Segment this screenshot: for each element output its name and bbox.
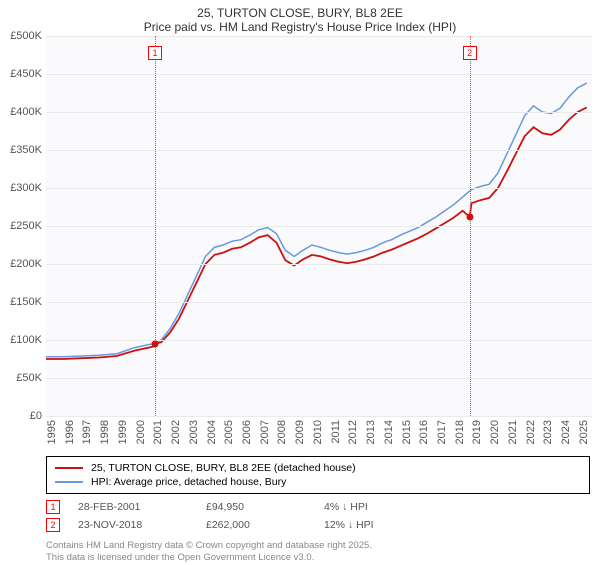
title-line-1: 25, TURTON CLOSE, BURY, BL8 2EE xyxy=(0,6,600,20)
xtick-label: 2008 xyxy=(276,420,288,444)
xtick-label: 2016 xyxy=(418,420,430,444)
gridline xyxy=(46,226,592,227)
xtick-label: 2010 xyxy=(312,420,324,444)
sales-table: 1 28-FEB-2001 £94,950 4% ↓ HPI 2 23-NOV-2018 £… xyxy=(46,498,590,534)
ytick-label: £200K xyxy=(10,258,42,270)
xtick-label: 2021 xyxy=(507,420,519,444)
legend: 25, TURTON CLOSE, BURY, BL8 2EE (detache… xyxy=(46,456,590,494)
footer-line-2: This data is licensed under the Open Gov… xyxy=(46,552,590,564)
xtick-label: 2011 xyxy=(330,420,342,444)
sales-row: 2 23-NOV-2018 £262,000 12% ↓ HPI xyxy=(46,516,590,534)
xtick-label: 2019 xyxy=(471,420,483,444)
ytick-label: £400K xyxy=(10,106,42,118)
ytick-label: £50K xyxy=(16,372,42,384)
footer-attribution: Contains HM Land Registry data © Crown c… xyxy=(46,540,590,565)
legend-swatch-1 xyxy=(55,467,83,469)
xtick-label: 2018 xyxy=(454,420,466,444)
xtick-label: 2007 xyxy=(259,420,271,444)
ytick-label: £150K xyxy=(10,296,42,308)
xtick-label: 2000 xyxy=(135,420,147,444)
xtick-label: 2020 xyxy=(489,420,501,444)
legend-row-1: 25, TURTON CLOSE, BURY, BL8 2EE (detache… xyxy=(55,461,581,475)
ytick-label: £0 xyxy=(30,410,42,422)
gridline xyxy=(46,416,592,417)
sale-marker-box: 2 xyxy=(463,46,477,60)
gridline xyxy=(46,188,592,189)
gridline xyxy=(46,36,592,37)
xtick-label: 2023 xyxy=(542,420,554,444)
ytick-label: £350K xyxy=(10,144,42,156)
gridline xyxy=(46,74,592,75)
sale-date: 28-FEB-2001 xyxy=(78,501,188,513)
ytick-label: £100K xyxy=(10,334,42,346)
sale-number-box: 2 xyxy=(46,518,60,532)
footer-line-1: Contains HM Land Registry data © Crown c… xyxy=(46,540,590,552)
xtick-label: 2003 xyxy=(188,420,200,444)
title-line-2: Price paid vs. HM Land Registry's House … xyxy=(0,20,600,34)
xtick-label: 1997 xyxy=(81,420,93,444)
xtick-label: 2006 xyxy=(241,420,253,444)
gridline xyxy=(46,150,592,151)
ytick-label: £250K xyxy=(10,220,42,232)
sales-row: 1 28-FEB-2001 £94,950 4% ↓ HPI xyxy=(46,498,590,516)
sale-price: £94,950 xyxy=(206,501,306,513)
sale-marker-box: 1 xyxy=(148,46,162,60)
gridline xyxy=(46,378,592,379)
xtick-label: 2015 xyxy=(401,420,413,444)
legend-label-1: 25, TURTON CLOSE, BURY, BL8 2EE (detache… xyxy=(91,462,356,474)
gridline xyxy=(46,302,592,303)
legend-swatch-2 xyxy=(55,481,83,483)
ytick-label: £500K xyxy=(10,30,42,42)
sale-marker-line xyxy=(470,36,471,416)
sale-number-box: 1 xyxy=(46,500,60,514)
xtick-label: 2002 xyxy=(170,420,182,444)
sale-price: £262,000 xyxy=(206,519,306,531)
xtick-label: 1999 xyxy=(117,420,129,444)
sale-marker-line xyxy=(155,36,156,416)
xtick-label: 2017 xyxy=(436,420,448,444)
ytick-label: £450K xyxy=(10,68,42,80)
sale-delta: 12% ↓ HPI xyxy=(324,519,374,531)
gridline xyxy=(46,264,592,265)
series-hpi xyxy=(46,83,587,357)
chart-plot-area: £0£50K£100K£150K£200K£250K£300K£350K£400… xyxy=(46,36,592,416)
xtick-label: 2024 xyxy=(560,420,572,444)
sale-date: 23-NOV-2018 xyxy=(78,519,188,531)
chart-title-block: 25, TURTON CLOSE, BURY, BL8 2EE Price pa… xyxy=(0,0,600,36)
xtick-label: 2001 xyxy=(152,420,164,444)
sale-dot xyxy=(152,340,159,347)
legend-label-2: HPI: Average price, detached house, Bury xyxy=(91,476,286,488)
xtick-label: 1998 xyxy=(99,420,111,444)
chart-container: 25, TURTON CLOSE, BURY, BL8 2EE Price pa… xyxy=(0,0,600,560)
xtick-label: 2013 xyxy=(365,420,377,444)
gridline xyxy=(46,112,592,113)
xtick-label: 2004 xyxy=(206,420,218,444)
xtick-label: 2012 xyxy=(347,420,359,444)
xtick-label: 2014 xyxy=(383,420,395,444)
xtick-label: 2022 xyxy=(525,420,537,444)
sale-delta: 4% ↓ HPI xyxy=(324,501,368,513)
ytick-label: £300K xyxy=(10,182,42,194)
xtick-label: 1996 xyxy=(64,420,76,444)
xtick-label: 2025 xyxy=(578,420,590,444)
sale-dot xyxy=(466,213,473,220)
series-price_paid xyxy=(46,107,587,359)
legend-row-2: HPI: Average price, detached house, Bury xyxy=(55,475,581,489)
xtick-label: 1995 xyxy=(46,420,58,444)
xtick-label: 2009 xyxy=(294,420,306,444)
xtick-label: 2005 xyxy=(223,420,235,444)
gridline xyxy=(46,340,592,341)
